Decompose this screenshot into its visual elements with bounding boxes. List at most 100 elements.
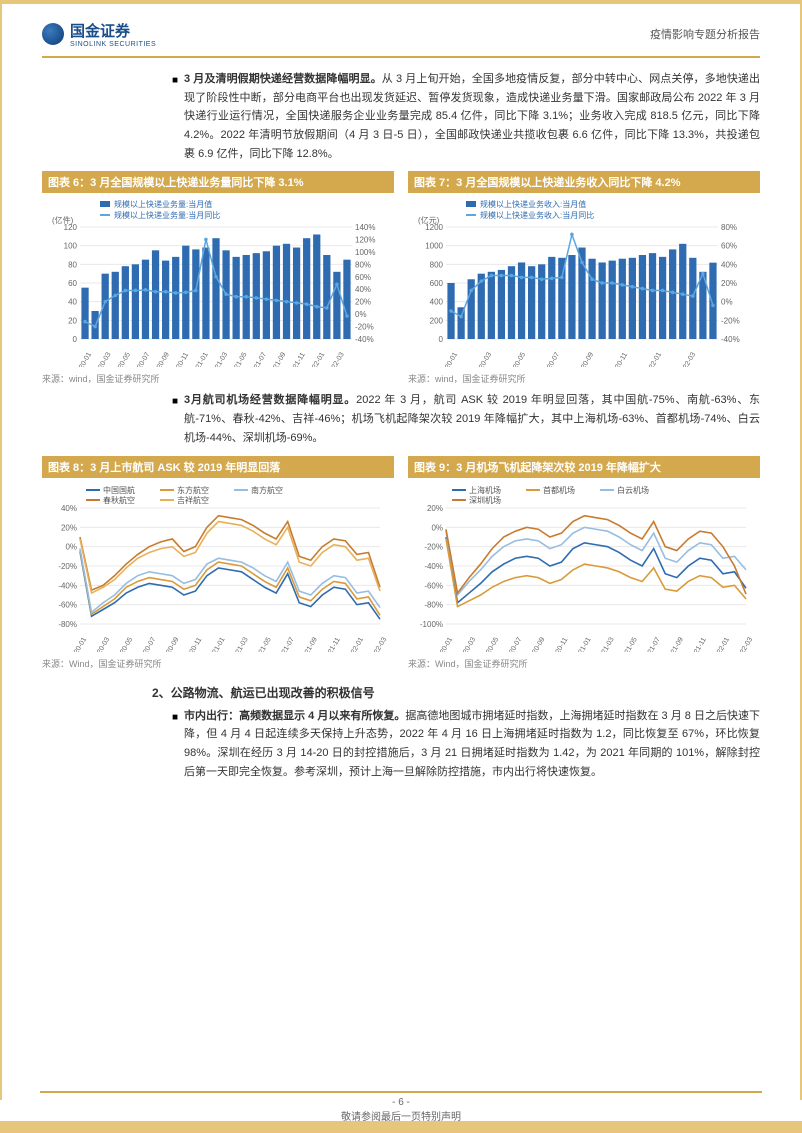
svg-text:2020-03: 2020-03 bbox=[92, 636, 111, 652]
svg-text:2020-01: 2020-01 bbox=[440, 352, 459, 368]
chart6-title: 图表 6：3 月全国规模以上快递业务量同比下降 3.1% bbox=[42, 171, 394, 193]
para2-bold: 3月航司机场经营数据降幅明显。 bbox=[184, 394, 356, 406]
svg-text:2021-09: 2021-09 bbox=[666, 636, 685, 652]
para1-text: 从 3 月上旬开始，全国多地疫情反复，部分中转中心、网点关停，多地快递出现了阶段… bbox=[184, 73, 760, 160]
svg-text:0: 0 bbox=[439, 335, 444, 344]
svg-text:0%: 0% bbox=[431, 523, 443, 532]
chart9-title: 图表 9：3 月机场飞机起降架次较 2019 年降幅扩大 bbox=[408, 456, 760, 478]
svg-text:2021-11: 2021-11 bbox=[689, 636, 708, 651]
svg-text:20%: 20% bbox=[355, 298, 371, 307]
svg-text:2021-09: 2021-09 bbox=[300, 636, 319, 652]
svg-text:-40%: -40% bbox=[721, 335, 740, 344]
chart7-source: 来源：wind，国金证券研究所 bbox=[408, 372, 760, 385]
svg-text:20%: 20% bbox=[721, 279, 737, 288]
svg-text:1200: 1200 bbox=[425, 223, 443, 232]
bullet-icon: ■ bbox=[172, 709, 178, 782]
chart8-title: 图表 8：3 月上市航司 ASK 较 2019 年明显回落 bbox=[42, 456, 394, 478]
svg-text:中国国航: 中国国航 bbox=[103, 485, 135, 495]
svg-text:800: 800 bbox=[430, 261, 444, 270]
svg-text:100: 100 bbox=[64, 242, 78, 251]
svg-text:-40%: -40% bbox=[58, 581, 77, 590]
svg-text:-60%: -60% bbox=[424, 581, 443, 590]
svg-text:规模以上快递业务量:当月同比: 规模以上快递业务量:当月同比 bbox=[114, 210, 220, 220]
svg-text:40%: 40% bbox=[61, 504, 77, 513]
svg-text:2020-07: 2020-07 bbox=[542, 352, 561, 368]
svg-text:2020-11: 2020-11 bbox=[185, 636, 204, 651]
svg-text:2020-07: 2020-07 bbox=[133, 352, 152, 368]
logo: 国金证券 SINOLINK SECURITIES bbox=[42, 20, 156, 48]
chart7-title: 图表 7：3 月全国规模以上快递业务收入同比下降 4.2% bbox=[408, 171, 760, 193]
svg-text:-20%: -20% bbox=[424, 542, 443, 551]
section2-heading: 2、公路物流、航运已出现改善的积极信号 bbox=[152, 684, 760, 701]
svg-text:2022-03: 2022-03 bbox=[735, 636, 754, 652]
svg-text:2022-01: 2022-01 bbox=[346, 636, 365, 652]
svg-text:0%: 0% bbox=[65, 542, 77, 551]
chart9-source: 来源：Wind，国金证券研究所 bbox=[408, 657, 760, 670]
svg-text:春秋航空: 春秋航空 bbox=[103, 495, 135, 505]
chart8-source: 来源：Wind，国金证券研究所 bbox=[42, 657, 394, 670]
svg-text:-100%: -100% bbox=[420, 620, 443, 629]
svg-text:2021-07: 2021-07 bbox=[249, 352, 268, 368]
svg-text:20%: 20% bbox=[427, 504, 443, 513]
svg-text:2021-05: 2021-05 bbox=[230, 352, 249, 368]
svg-text:2021-01: 2021-01 bbox=[191, 352, 210, 368]
svg-text:-80%: -80% bbox=[58, 620, 77, 629]
chart-6: 图表 6：3 月全国规模以上快递业务量同比下降 3.1% 规模以上快递业务量:当… bbox=[42, 171, 394, 385]
svg-text:2020-09: 2020-09 bbox=[152, 352, 171, 368]
logo-icon bbox=[42, 23, 64, 45]
svg-text:东方航空: 东方航空 bbox=[177, 485, 209, 495]
svg-text:1000: 1000 bbox=[425, 242, 443, 251]
svg-text:2020-07: 2020-07 bbox=[138, 636, 157, 652]
svg-text:吉祥航空: 吉祥航空 bbox=[177, 495, 209, 505]
svg-text:2022-01: 2022-01 bbox=[712, 636, 731, 652]
svg-text:0: 0 bbox=[73, 335, 78, 344]
svg-text:规模以上快递业务收入:当月同比: 规模以上快递业务收入:当月同比 bbox=[480, 210, 594, 220]
svg-text:2022-01: 2022-01 bbox=[307, 352, 326, 368]
page-header: 国金证券 SINOLINK SECURITIES 疫情影响专题分析报告 bbox=[42, 20, 760, 58]
paragraph-3: ■ 市内出行：高频数据显示 4 月以来有所恢复。据高德地图城市拥堵延时指数，上海… bbox=[172, 707, 760, 782]
svg-text:80%: 80% bbox=[721, 223, 737, 232]
svg-text:2020-09: 2020-09 bbox=[576, 352, 595, 368]
svg-text:-80%: -80% bbox=[424, 600, 443, 609]
svg-text:2020-01: 2020-01 bbox=[435, 636, 454, 652]
svg-text:规模以上快递业务量:当月值: 规模以上快递业务量:当月值 bbox=[114, 199, 212, 209]
svg-text:2022-03: 2022-03 bbox=[369, 636, 388, 652]
paragraph-2: ■ 3月航司机场经营数据降幅明显。2022 年 3 月，航司 ASK 较 201… bbox=[172, 391, 760, 447]
svg-text:规模以上快递业务收入:当月值: 规模以上快递业务收入:当月值 bbox=[480, 199, 586, 209]
bullet-icon: ■ bbox=[172, 393, 178, 447]
chart-9: 图表 9：3 月机场飞机起降架次较 2019 年降幅扩大 上海机场首都机场白云机… bbox=[408, 456, 760, 670]
sec2-bold: 市内出行：高频数据显示 4 月以来有所恢复。 bbox=[184, 710, 405, 722]
svg-text:2020-01: 2020-01 bbox=[74, 352, 93, 368]
svg-text:2020-09: 2020-09 bbox=[162, 636, 181, 652]
svg-text:2022-01: 2022-01 bbox=[644, 352, 663, 368]
svg-text:南方航空: 南方航空 bbox=[251, 485, 283, 495]
svg-text:2021-07: 2021-07 bbox=[277, 636, 296, 652]
svg-text:80%: 80% bbox=[355, 261, 371, 270]
footer: - 6 - 敬请参阅最后一页特别声明 bbox=[0, 1091, 802, 1123]
svg-text:-40%: -40% bbox=[355, 335, 374, 344]
svg-text:-40%: -40% bbox=[424, 562, 443, 571]
company-name-en: SINOLINK SECURITIES bbox=[70, 41, 156, 48]
svg-text:2020-09: 2020-09 bbox=[528, 636, 547, 652]
svg-text:白云机场: 白云机场 bbox=[617, 485, 649, 495]
svg-text:40%: 40% bbox=[721, 261, 737, 270]
bullet-icon: ■ bbox=[172, 72, 178, 163]
svg-text:200: 200 bbox=[430, 317, 444, 326]
svg-text:2021-11: 2021-11 bbox=[288, 352, 307, 367]
svg-text:2020-05: 2020-05 bbox=[115, 636, 134, 652]
svg-text:120: 120 bbox=[64, 223, 78, 232]
svg-text:2021-07: 2021-07 bbox=[643, 636, 662, 652]
svg-text:2022-03: 2022-03 bbox=[678, 352, 697, 368]
svg-text:2020-03: 2020-03 bbox=[458, 636, 477, 652]
page-number: - 6 - bbox=[0, 1097, 802, 1108]
chart8-svg: 中国国航东方航空南方航空春秋航空吉祥航空-80%-60%-40%-20%0%20… bbox=[42, 482, 394, 652]
chart9-svg: 上海机场首都机场白云机场深圳机场-100%-80%-60%-40%-20%0%2… bbox=[408, 482, 760, 652]
svg-text:120%: 120% bbox=[355, 236, 375, 245]
svg-text:2020-03: 2020-03 bbox=[474, 352, 493, 368]
svg-text:-20%: -20% bbox=[355, 323, 374, 332]
svg-text:首都机场: 首都机场 bbox=[543, 485, 575, 495]
chart-7: 图表 7：3 月全国规模以上快递业务收入同比下降 4.2% 规模以上快递业务收入… bbox=[408, 171, 760, 385]
svg-text:2020-11: 2020-11 bbox=[551, 636, 570, 651]
svg-text:140%: 140% bbox=[355, 223, 375, 232]
chart6-svg: 规模以上快递业务量:当月值规模以上快递业务量:当月同比(亿件)020406080… bbox=[42, 197, 394, 367]
